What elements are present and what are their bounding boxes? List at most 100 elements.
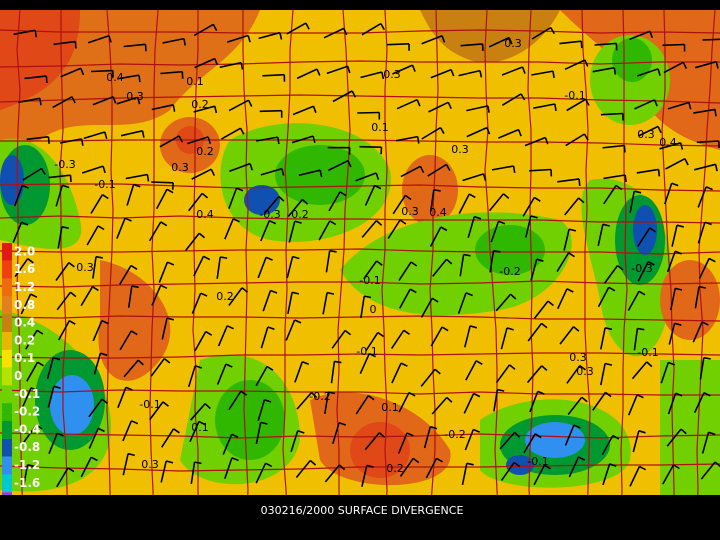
contour-label: 0.2 [216,290,234,303]
wind-barb [187,365,196,388]
county-line [59,10,69,531]
county-line [0,139,720,147]
barb-flag [624,174,627,183]
barb-flag [399,219,407,225]
barb-flag [112,96,117,104]
barb-flag [431,297,439,303]
barb-flag [56,432,64,437]
barb-flag [573,424,581,429]
wind-barb [151,104,174,111]
wind-barb [355,172,377,182]
contour-label: -0.2 [444,428,465,441]
wind-barb [326,65,348,75]
barb-flag [240,390,248,396]
barb-flag [171,182,174,190]
barb-flag [294,319,302,324]
barb-flag [30,293,38,298]
wind-barb [219,61,242,69]
wind-barb [431,396,448,415]
wind-barb [47,386,55,408]
barb-flag [231,433,239,438]
legend-swatch [2,385,12,404]
barb-flag [375,220,383,226]
barb-flag [430,425,438,430]
wind-barb [191,292,202,314]
barb-flag [136,97,141,105]
wind-barb [564,424,575,446]
barb-flag [544,464,551,470]
wind-barb [332,422,340,445]
wind-barb [187,136,209,145]
wind-barb [668,323,676,345]
wind-barb [425,458,438,479]
legend-label: -1.2 [14,458,40,472]
legend-label: 1.2 [14,280,35,294]
wind-barb [255,422,262,445]
barb-flag [74,41,77,49]
barb-flag [366,464,374,468]
wind-barb [429,226,442,247]
barb-flag [265,462,273,468]
barb-flag [375,172,380,180]
county-line [0,183,720,192]
wind-barb [629,466,641,487]
wind-barb [81,165,104,174]
legend-label: 2.0 [14,244,35,258]
barb-flag [21,221,29,226]
barb-flag [497,388,505,392]
wind-barb [563,229,570,251]
barb-flag [657,169,661,177]
barb-flag [53,385,61,389]
barb-flag [675,392,683,397]
wind-barb [324,392,330,415]
legend-label: 0.8 [14,298,35,312]
bottom-band [0,495,720,540]
wind-barb [360,296,365,319]
county-line [16,9,25,531]
barb-flag [22,184,30,189]
barb-flag [638,290,646,296]
barb-flag [378,432,386,438]
barb-flag [416,136,420,144]
contour-label: 0.1 [371,121,389,134]
wind-barb [495,293,512,312]
wind-barb [702,38,720,41]
wind-barb [601,435,614,456]
legend-label: -0.8 [14,440,40,454]
barb-flag [568,252,575,258]
wind-barb [662,464,675,485]
legend-swatch [2,349,12,368]
wind-barb [117,387,127,409]
wind-barb [361,22,382,36]
wind-barb [423,426,432,449]
wind-barb [629,191,635,213]
wind-barb [631,361,648,380]
barb-flag [584,98,590,106]
legend-swatch [2,314,12,332]
barb-flag [160,221,168,227]
contour-label: 0.1 [381,401,399,414]
county-line [242,10,249,531]
barb-flag [684,158,689,166]
wind-barb [287,198,304,218]
barb-flag [509,364,516,370]
wind-barb [700,461,716,480]
wind-barb [90,69,113,73]
wind-barb [224,457,233,479]
barb-flag [131,285,139,289]
wind-barb [262,73,285,77]
wind-barb [57,320,71,341]
barb-flag [487,105,490,113]
wind-barb [603,265,619,284]
barb-flag [205,330,213,336]
barb-flag [579,364,586,371]
legend-swatch [2,278,12,297]
wind-barb [420,297,433,318]
wind-barbs [12,22,720,488]
barb-flag [344,329,352,336]
barb-flag [319,170,323,178]
wind-barb [490,221,500,243]
wind-barb [21,387,32,409]
wind-barb [286,22,307,35]
legend-label: 0.2 [14,333,35,347]
